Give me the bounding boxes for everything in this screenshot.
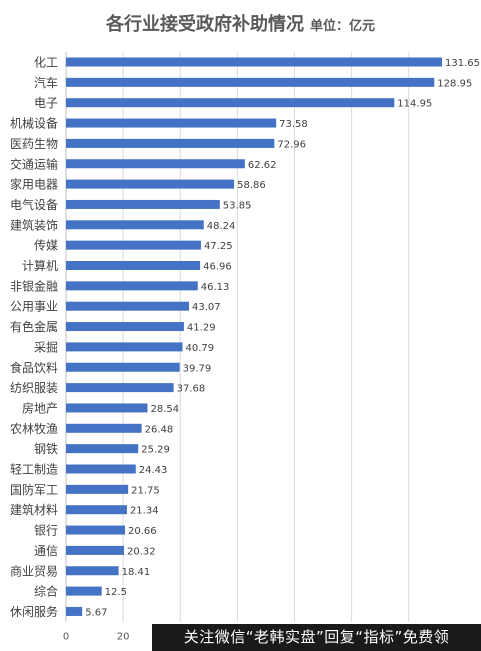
category-label: 电子 bbox=[34, 96, 58, 110]
category-label: 医药生物 bbox=[10, 137, 58, 151]
value-label: 62.62 bbox=[248, 160, 277, 171]
value-label: 25.29 bbox=[141, 445, 170, 456]
category-label: 传媒 bbox=[34, 238, 58, 253]
bar bbox=[66, 301, 190, 311]
value-label: 21.34 bbox=[130, 506, 159, 517]
category-label: 综合 bbox=[34, 584, 58, 599]
bar bbox=[66, 342, 183, 352]
bar bbox=[66, 545, 125, 555]
category-label: 交通运输 bbox=[10, 156, 58, 171]
value-label: 47.25 bbox=[204, 241, 233, 252]
category-label: 非银金融 bbox=[10, 278, 58, 293]
bar bbox=[66, 199, 220, 209]
bar bbox=[66, 444, 139, 454]
value-label: 73.58 bbox=[279, 119, 308, 130]
value-label: 43.07 bbox=[192, 302, 221, 313]
x-tick-label: 0 bbox=[63, 631, 69, 642]
category-label: 国防军工 bbox=[10, 482, 58, 497]
bar bbox=[66, 220, 204, 230]
bar bbox=[66, 484, 129, 494]
bar bbox=[66, 423, 142, 433]
category-label: 休闲服务 bbox=[10, 604, 58, 619]
bar bbox=[66, 586, 102, 596]
bar bbox=[66, 505, 127, 515]
watermark-banner: 关注微信“老韩实盘”回复“指标”免费领 bbox=[152, 624, 481, 651]
category-label: 建筑装饰 bbox=[10, 217, 58, 232]
category-label: 通信 bbox=[34, 544, 58, 558]
category-label: 农林牧渔 bbox=[10, 422, 58, 436]
category-label: 银行 bbox=[34, 524, 58, 538]
value-label: 128.95 bbox=[437, 78, 472, 89]
category-label: 采掘 bbox=[34, 339, 58, 354]
category-label: 化工 bbox=[34, 56, 58, 70]
value-label: 20.66 bbox=[128, 526, 157, 537]
bar bbox=[66, 159, 245, 169]
chart-title-block: 各行业接受政府补助情况 单位：亿元 bbox=[0, 10, 481, 36]
value-label: 58.86 bbox=[237, 180, 266, 191]
category-label: 钢铁 bbox=[34, 442, 58, 456]
bar bbox=[66, 464, 136, 474]
value-label: 37.68 bbox=[177, 384, 206, 395]
bar bbox=[66, 118, 277, 128]
bar bbox=[66, 77, 435, 87]
bar bbox=[66, 322, 184, 332]
value-label: 114.95 bbox=[397, 99, 432, 110]
category-label: 商业贸易 bbox=[10, 563, 58, 578]
value-label: 53.85 bbox=[223, 200, 252, 211]
value-label: 28.54 bbox=[151, 404, 180, 415]
bar bbox=[66, 138, 275, 148]
bar bbox=[66, 606, 83, 616]
bar bbox=[66, 261, 201, 270]
bar bbox=[66, 240, 201, 250]
value-label: 21.75 bbox=[131, 485, 160, 496]
x-tick-label: 20 bbox=[117, 631, 130, 642]
category-label: 纺织服装 bbox=[10, 381, 58, 395]
value-label: 46.96 bbox=[203, 262, 232, 273]
bar bbox=[66, 566, 119, 576]
value-label: 5.67 bbox=[85, 607, 107, 618]
value-label: 48.24 bbox=[207, 221, 236, 232]
value-label: 12.5 bbox=[105, 587, 127, 598]
chart-title: 各行业接受政府补助情况 bbox=[105, 14, 304, 35]
category-label: 房地产 bbox=[22, 400, 58, 415]
value-label: 24.43 bbox=[139, 465, 168, 476]
category-label: 公用事业 bbox=[10, 300, 58, 314]
value-label: 39.79 bbox=[183, 363, 212, 374]
category-label: 计算机 bbox=[22, 258, 58, 273]
bar bbox=[66, 281, 198, 291]
value-label: 131.65 bbox=[445, 58, 480, 69]
category-label: 有色金属 bbox=[10, 319, 58, 334]
bar bbox=[66, 403, 148, 413]
category-label: 家用电器 bbox=[10, 177, 58, 192]
unit-label: 单位：亿元 bbox=[309, 19, 375, 34]
bar bbox=[66, 98, 395, 108]
bar bbox=[66, 179, 235, 189]
value-label: 46.13 bbox=[201, 282, 230, 293]
value-label: 41.29 bbox=[187, 323, 216, 334]
value-label: 72.96 bbox=[277, 139, 306, 150]
value-label: 18.41 bbox=[122, 567, 151, 578]
category-label: 电气设备 bbox=[10, 197, 58, 212]
value-label: 20.32 bbox=[127, 546, 156, 557]
bar bbox=[66, 383, 174, 393]
bar bbox=[66, 525, 126, 535]
category-label: 汽车 bbox=[34, 75, 58, 90]
bar bbox=[66, 362, 180, 372]
value-label: 40.79 bbox=[185, 343, 214, 354]
category-label: 机械设备 bbox=[10, 116, 58, 131]
category-label: 轻工制造 bbox=[10, 463, 58, 477]
value-label: 26.48 bbox=[145, 424, 174, 435]
bar bbox=[66, 57, 442, 67]
category-label: 建筑材料 bbox=[10, 502, 58, 517]
category-label: 食品饮料 bbox=[10, 360, 58, 375]
